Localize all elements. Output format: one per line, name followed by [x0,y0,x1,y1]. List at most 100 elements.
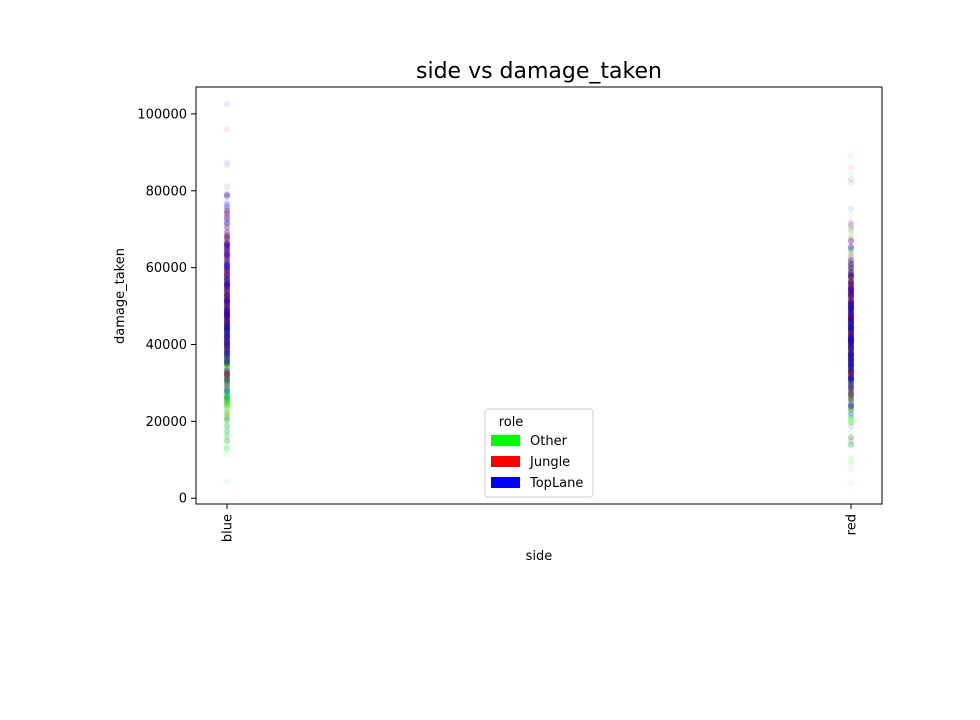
scatter-point-other [223,359,231,366]
scatter-point-jungle [223,223,231,230]
scatter-point-jungle [847,334,855,341]
scatter-point-other [847,327,855,334]
scatter-point-other [847,276,855,283]
scatter-point-jungle [223,314,231,321]
scatter-point-other [223,361,231,368]
scatter-point-jungle [847,273,855,280]
scatter-point-other [847,299,855,306]
scatter-point-jungle [847,301,855,308]
scatter-point-jungle [223,250,231,257]
scatter-point-jungle [223,314,231,321]
scatter-point-jungle [847,375,855,383]
scatter-point-toplane [223,298,231,306]
scatter-point-other [847,358,855,365]
scatter-point-toplane [847,373,855,380]
scatter-point-jungle [847,257,855,264]
scatter-point-jungle [223,260,231,267]
scatter-point-jungle [223,341,231,348]
scatter-point-other [223,327,231,335]
scatter-point-other [847,414,855,421]
scatter-point-jungle [223,282,231,289]
scatter-point-other [847,403,855,411]
scatter-point-jungle [847,350,855,357]
scatter-point-other [223,346,231,353]
scatter-point-other [223,327,231,334]
scatter-point-other [847,316,855,324]
scatter-point-toplane [847,301,855,308]
scatter-point-jungle [223,307,231,314]
scatter-point-jungle [847,278,855,285]
scatter-point-jungle [847,353,855,360]
scatter-point-other [847,352,855,359]
scatter-point-toplane [223,343,231,350]
scatter-point-other [223,377,231,384]
scatter-point-jungle [223,239,231,246]
scatter-point-jungle [223,343,231,351]
scatter-point-other [847,405,855,412]
scatter-point-other [223,322,231,329]
scatter-point-jungle [223,409,231,416]
scatter-point-other [223,336,231,344]
scatter-point-jungle [223,337,231,344]
scatter-point-other [223,412,231,419]
scatter-point-other [847,381,855,388]
scatter-point-other [223,393,231,400]
scatter-point-other [847,358,855,365]
scatter-point-jungle [223,267,231,274]
scatter-point-other [223,358,231,365]
scatter-point-other [847,419,855,427]
scatter-point-jungle [223,349,231,356]
scatter-point-jungle [223,291,231,298]
scatter-point-jungle [847,368,855,375]
scatter-point-other [223,377,231,384]
scatter-point-jungle [847,402,855,409]
scatter-point-other [847,337,855,344]
scatter-point-jungle [223,239,231,246]
scatter-point-other [223,408,231,415]
scatter-point-other [223,397,231,404]
scatter-point-jungle [847,332,855,339]
scatter-point-jungle [223,191,231,198]
scatter-point-other [223,274,231,281]
scatter-point-jungle [223,318,231,325]
scatter-point-jungle [847,227,855,234]
scatter-point-jungle [223,356,231,363]
scatter-point-other [223,354,231,361]
scatter-point-other [223,387,231,394]
scatter-point-other [223,327,231,335]
scatter-point-jungle [847,324,855,331]
scatter-point-other [223,372,231,379]
scatter-point-other [223,363,231,370]
scatter-point-jungle [847,369,855,376]
scatter-point-other [847,396,855,403]
scatter-point-other [847,211,855,218]
scatter-point-jungle [223,367,231,374]
scatter-point-toplane [223,262,231,269]
scatter-point-toplane [223,322,231,330]
scatter-point-jungle [223,293,231,300]
scatter-point-jungle [223,308,231,316]
scatter-point-jungle [223,299,231,306]
scatter-point-other [847,319,855,327]
scatter-point-other [223,225,231,232]
scatter-point-jungle [847,314,855,321]
scatter-point-other [847,325,855,332]
scatter-point-other [223,380,231,387]
scatter-point-other [223,391,231,398]
scatter-point-jungle [847,280,855,287]
scatter-point-other [847,313,855,320]
scatter-point-jungle [847,329,855,336]
scatter-point-other [223,370,231,377]
scatter-point-other [223,410,231,417]
scatter-point-jungle [223,334,231,341]
scatter-point-jungle [847,370,855,377]
scatter-point-jungle [847,339,855,346]
scatter-point-other [223,277,231,284]
scatter-point-jungle [223,292,231,299]
scatter-point-toplane [847,355,855,362]
scatter-point-toplane [223,303,231,310]
scatter-point-toplane [847,412,855,419]
scatter-point-jungle [847,272,855,279]
scatter-point-jungle [847,392,855,399]
